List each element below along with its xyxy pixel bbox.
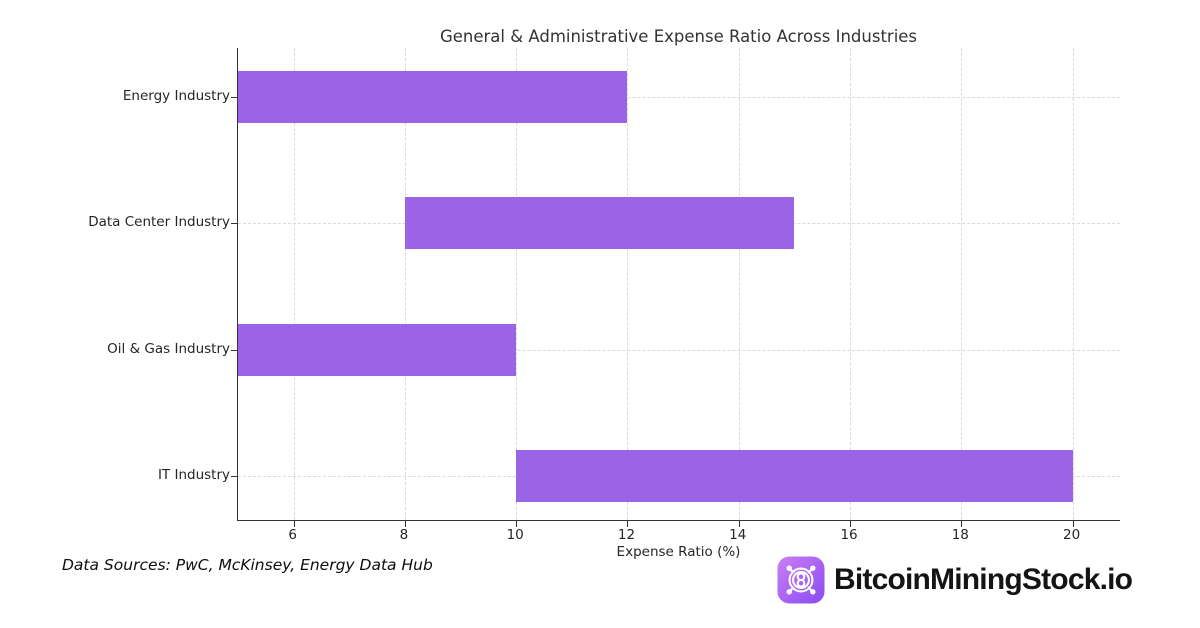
y-tick-mark xyxy=(231,97,237,98)
x-tick-mark xyxy=(961,521,963,527)
x-gridline xyxy=(516,48,518,520)
y-category-label: Data Center Industry xyxy=(88,214,230,231)
x-tick-mark xyxy=(627,521,629,527)
x-tick-mark xyxy=(516,521,518,527)
x-tick-mark xyxy=(1072,521,1074,527)
data-sources-note: Data Sources: PwC, McKinsey, Energy Data… xyxy=(62,556,433,574)
x-tick-label: 16 xyxy=(840,527,858,543)
mining-fan-app-icon xyxy=(777,556,825,604)
bar-energy-industry xyxy=(238,71,628,123)
x-tick-mark xyxy=(293,521,295,527)
x-gridline xyxy=(293,48,295,520)
x-gridline xyxy=(404,48,406,520)
y-gridline xyxy=(238,97,1120,98)
bar-oil-gas-industry xyxy=(238,323,517,376)
x-tick-label: 20 xyxy=(1062,527,1081,543)
x-gridline xyxy=(738,48,740,520)
brand-name: BitcoinMiningStock.io xyxy=(834,563,1133,596)
y-category-label: IT Industry xyxy=(157,467,230,483)
bar-it-industry xyxy=(516,450,1073,502)
x-tick-label: 18 xyxy=(951,527,969,543)
x-gridline xyxy=(961,48,963,520)
y-tick-mark xyxy=(231,223,237,225)
x-tick-mark xyxy=(404,521,406,527)
x-axis-label: Expense Ratio (%) xyxy=(616,544,741,560)
x-tick-label: 14 xyxy=(729,527,747,543)
x-axis-tick-labels: 6 8 10 12 14 16 18 20 xyxy=(237,521,1120,545)
chart-title: General & Administrative Expense Ratio A… xyxy=(439,27,918,46)
y-gridline xyxy=(238,349,1120,351)
bar-data-center-industry xyxy=(404,197,795,250)
y-category-label: Energy Industry xyxy=(122,88,230,104)
y-tick-mark xyxy=(231,476,237,477)
x-tick-mark xyxy=(738,521,740,527)
x-tick-label: 10 xyxy=(506,527,524,543)
x-tick-mark xyxy=(850,521,852,527)
x-gridline xyxy=(850,48,852,520)
y-category-label: Oil & Gas Industry xyxy=(107,340,230,357)
y-axis-labels: Energy Industry Data Center Industry Oil &… xyxy=(30,48,230,521)
x-gridline xyxy=(1072,48,1074,520)
x-tick-label: 8 xyxy=(399,527,409,543)
plot-area xyxy=(231,48,1120,527)
x-tick-label: 6 xyxy=(288,527,297,543)
brand-logo: BitcoinMiningStock.io xyxy=(777,556,1133,604)
x-gridline xyxy=(627,48,629,520)
x-tick-label: 12 xyxy=(617,527,636,543)
y-tick-mark xyxy=(231,349,237,351)
